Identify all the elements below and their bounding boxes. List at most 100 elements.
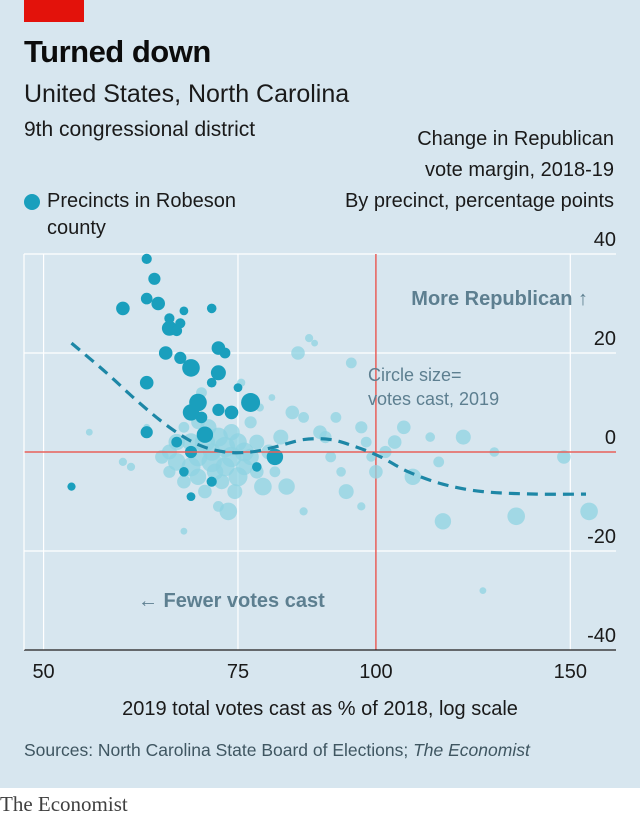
precinct-point	[219, 502, 238, 521]
robeson-precinct-point	[158, 346, 173, 360]
precinct-point	[291, 346, 305, 360]
precinct-point	[126, 462, 136, 471]
brand-red-tag	[24, 0, 84, 22]
brand-wordmark: The Economist	[0, 792, 128, 816]
precinct-point	[299, 507, 308, 516]
legend-robeson-dot	[24, 194, 40, 210]
robeson-precinct-point	[174, 351, 187, 364]
robeson-precinct-point	[175, 318, 186, 329]
precinct-point	[330, 412, 342, 423]
robeson-precinct-point	[140, 426, 153, 439]
precinct-point	[249, 434, 265, 450]
x-tick-label: 75	[227, 661, 249, 683]
robeson-precinct-point	[206, 476, 217, 487]
precinct-point	[580, 502, 598, 521]
robeson-precinct-point	[179, 306, 189, 316]
trend-line	[70, 341, 587, 496]
robeson-precinct-point	[151, 296, 165, 311]
precinct-point	[167, 453, 186, 471]
y-tick-label: 40	[594, 229, 616, 251]
scatter-plot: 40 20 0 -20 -40 50 75 100 150 More Republican ↑ ← …	[23, 229, 616, 683]
precinct-point	[479, 587, 487, 594]
precinct-point	[433, 456, 445, 468]
legend-robeson-label: Precincts in Robeson county	[47, 190, 236, 239]
chart-panel	[0, 0, 640, 788]
y-axis-title: Change in Republican vote margin, 2018-1…	[345, 124, 614, 217]
precinct-point	[214, 474, 230, 490]
source-text: Sources: North Carolina State Board of E…	[24, 740, 409, 760]
y-axis-title-line-2: vote margin, 2018-19	[424, 159, 614, 181]
robeson-precinct-point	[182, 359, 200, 377]
chart-subtitle: United States, North Carolina	[24, 80, 350, 108]
precinct-point	[357, 502, 366, 511]
source-publisher: The Economist	[413, 740, 530, 760]
chart-district: 9th congressional district	[24, 118, 256, 141]
robeson-precinct-point	[206, 303, 217, 314]
robeson-precinct-point	[116, 301, 130, 316]
precinct-point	[180, 527, 188, 535]
precinct-point	[268, 394, 276, 401]
robeson-precinct-point	[212, 403, 225, 416]
robeson-precinct-point	[241, 393, 261, 412]
precinct-point	[118, 457, 127, 466]
robeson-precinct-point	[182, 404, 200, 421]
precinct-point	[85, 428, 93, 436]
precinct-point	[244, 416, 257, 429]
precinct-point	[319, 431, 332, 444]
legend: Precincts in Robeson county	[24, 188, 267, 242]
precinct-point	[311, 339, 318, 347]
robeson-precinct-point	[219, 347, 231, 359]
robeson-precinct-point	[139, 375, 154, 390]
y-tick-label: -20	[587, 526, 616, 548]
precinct-point	[425, 432, 436, 442]
precinct-point	[336, 467, 346, 477]
precinct-point	[254, 477, 272, 496]
x-tick-label: 50	[32, 661, 54, 683]
precinct-point	[273, 429, 289, 445]
annotation-more-republican: More Republican ↑	[411, 288, 588, 310]
robeson-precinct-point	[233, 383, 243, 392]
precinct-point	[278, 478, 295, 495]
robeson-precinct-point	[195, 411, 208, 424]
robeson-precinct-point	[251, 462, 262, 472]
y-axis-title-line-1: Change in Republican	[417, 128, 614, 150]
y-tick-label: 20	[594, 328, 616, 350]
precinct-point	[355, 421, 368, 434]
chart-title: Turned down	[24, 34, 211, 69]
annotation-votes-cast: votes cast, 2019	[368, 389, 499, 409]
precinct-point	[397, 420, 411, 435]
robeson-precinct-point	[148, 272, 161, 285]
robeson-precinct-point	[186, 492, 196, 501]
precinct-point	[198, 484, 212, 499]
robeson-precinct-point	[141, 253, 152, 264]
precinct-point	[455, 429, 471, 445]
robeson-precinct-point	[210, 365, 226, 381]
precinct-point	[285, 405, 300, 420]
robeson-precinct-point	[206, 377, 217, 388]
precinct-point	[227, 484, 243, 500]
x-axis-title: 2019 total votes cast as % of 2018, log …	[0, 698, 640, 721]
x-tick-label: 150	[554, 661, 587, 683]
precinct-point	[325, 451, 337, 463]
robeson-precinct-point	[171, 436, 183, 448]
precinct-point	[178, 421, 190, 433]
x-tick-label: 100	[359, 661, 392, 683]
precinct-point	[360, 436, 372, 448]
precinct-point	[557, 450, 571, 464]
y-tick-label: -40	[587, 625, 616, 647]
annotation-fewer-votes: ← Fewer votes cast	[138, 590, 325, 612]
precinct-point	[177, 474, 191, 489]
precinct-point	[387, 435, 402, 449]
robeson-precinct-point	[67, 482, 76, 491]
precinct-point	[298, 412, 309, 423]
source-note: Sources: North Carolina State Board of E…	[24, 740, 530, 761]
x-axis-title-main: 2019 total votes cast as % of 2018,	[122, 698, 434, 720]
precinct-point	[369, 465, 383, 479]
robeson-precinct-point	[224, 405, 239, 420]
robeson-precinct-point	[140, 292, 153, 305]
precinct-point	[507, 507, 525, 526]
precinct-point	[338, 484, 354, 500]
y-tick-label: 0	[605, 427, 616, 449]
robeson-precinct-point	[266, 448, 284, 466]
robeson-precinct-point	[164, 313, 175, 324]
